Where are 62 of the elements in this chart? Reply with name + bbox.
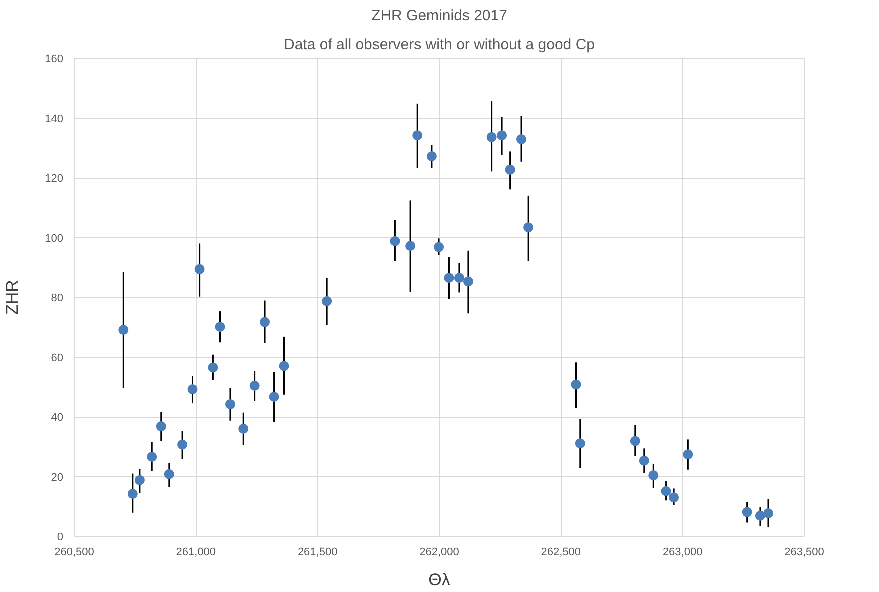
point <box>497 130 508 141</box>
y-tick-label: 40 <box>51 412 64 424</box>
x-tick-label: 262,500 <box>541 546 582 558</box>
point <box>260 317 270 328</box>
point <box>412 130 423 141</box>
point <box>156 422 166 432</box>
point <box>128 489 138 500</box>
point <box>208 362 218 373</box>
point <box>434 242 444 252</box>
x-tick-label: 263,500 <box>784 546 824 558</box>
point <box>406 241 416 252</box>
point <box>639 456 650 466</box>
chart-subtitle: Data of all observers with or without a good Cp <box>284 36 596 54</box>
point <box>630 436 640 446</box>
y-tick-label: 140 <box>45 113 64 126</box>
point <box>238 424 249 434</box>
point <box>164 469 174 480</box>
chart-title: ZHR Geminids 2017 <box>372 8 508 24</box>
point <box>683 450 694 460</box>
point <box>194 264 205 274</box>
point <box>279 361 290 372</box>
point <box>463 276 474 287</box>
point <box>763 508 774 518</box>
x-axis-title: Θλ <box>428 570 451 590</box>
point <box>669 492 680 503</box>
point <box>178 440 188 450</box>
point <box>505 164 516 175</box>
point <box>661 486 672 496</box>
x-tick-label: 263,000 <box>662 546 703 558</box>
point <box>250 380 260 391</box>
y-tick-label: 160 <box>45 54 64 66</box>
point <box>134 475 145 486</box>
point <box>648 470 659 481</box>
y-tick-label: 20 <box>51 472 64 484</box>
point <box>742 507 752 518</box>
point <box>322 296 332 306</box>
y-tick-label: 0 <box>57 532 64 544</box>
point <box>426 152 437 162</box>
point <box>390 236 400 246</box>
y-axis-title: ZHR <box>3 280 22 315</box>
point <box>575 438 586 449</box>
point <box>444 273 454 284</box>
point <box>755 510 766 521</box>
y-tick-label: 80 <box>51 292 64 304</box>
y-tick-label: 60 <box>51 352 64 364</box>
point <box>571 380 582 390</box>
x-tick-label: 261,500 <box>298 546 338 558</box>
y-tick-label: 120 <box>45 173 64 185</box>
point <box>147 452 158 462</box>
point <box>118 325 129 336</box>
point <box>486 132 497 142</box>
point <box>188 384 198 395</box>
point <box>454 273 464 284</box>
y-tick-label: 100 <box>45 232 64 245</box>
x-tick-label: 261,000 <box>176 546 216 558</box>
x-tick-label: 260,500 <box>54 546 94 558</box>
x-tick-label: 262,000 <box>420 546 460 558</box>
point <box>215 322 226 332</box>
point <box>524 222 534 233</box>
point <box>225 399 236 410</box>
point <box>269 392 280 402</box>
point <box>516 134 527 144</box>
